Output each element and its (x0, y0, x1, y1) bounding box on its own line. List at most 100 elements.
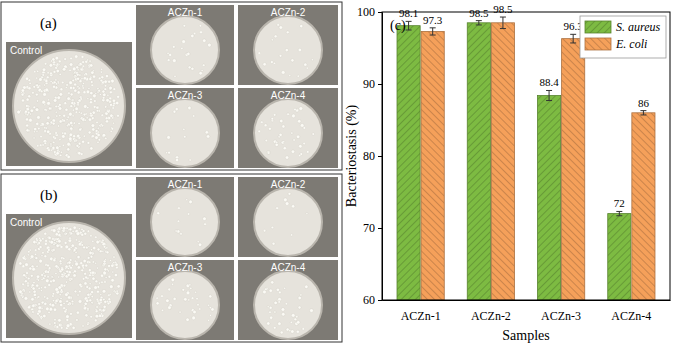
colony (62, 68, 65, 71)
colony (69, 81, 73, 85)
error-bar-line (546, 90, 552, 91)
colony (44, 109, 46, 111)
colony (97, 141, 99, 143)
colony (71, 99, 74, 102)
colony (62, 67, 66, 71)
colony (36, 84, 39, 87)
colony (81, 244, 84, 247)
bar (538, 96, 561, 300)
colony (32, 287, 35, 290)
colony (208, 304, 210, 306)
colony (29, 249, 31, 251)
dish-label: ACZn-4 (271, 262, 306, 273)
colony (306, 151, 309, 154)
colony (291, 313, 295, 317)
colony (58, 107, 62, 111)
colony (51, 249, 54, 252)
error-bar (430, 28, 436, 35)
colony (59, 323, 63, 327)
colony (22, 265, 25, 268)
colony (273, 326, 276, 329)
colony (47, 72, 49, 74)
colony (48, 311, 50, 313)
petri-dish (254, 99, 322, 167)
colony (75, 107, 79, 111)
colony (102, 133, 106, 137)
colony (49, 257, 53, 261)
colony (192, 316, 196, 320)
colony (53, 141, 55, 143)
colony (293, 139, 295, 141)
colony (26, 98, 29, 101)
colony (76, 311, 79, 314)
colony (47, 276, 49, 278)
petri-dish (151, 271, 219, 339)
colony (77, 294, 79, 296)
colony (42, 100, 46, 104)
colony (27, 114, 29, 116)
colony (60, 245, 63, 248)
colony (25, 263, 29, 267)
colony (70, 127, 73, 130)
dish-label: ACZn-3 (168, 90, 203, 101)
colony (299, 107, 303, 111)
colony (49, 307, 53, 311)
photo-tile (238, 5, 338, 85)
colony (82, 277, 85, 280)
colony (86, 246, 89, 249)
colony (34, 253, 36, 255)
colony (74, 55, 78, 59)
colony (77, 266, 80, 269)
colony (79, 290, 82, 293)
colony (52, 292, 54, 294)
colony (109, 285, 113, 289)
colony (291, 59, 294, 62)
colony (84, 74, 86, 76)
colony (81, 269, 84, 272)
colony (290, 234, 292, 236)
colony (90, 81, 93, 84)
colony (112, 107, 115, 110)
colony (38, 303, 41, 306)
colony (32, 304, 35, 307)
colony (311, 59, 313, 61)
colony (36, 122, 39, 125)
error-bar-line (616, 215, 622, 216)
plot-frame (382, 12, 670, 300)
colony (156, 302, 159, 305)
colony (107, 80, 111, 84)
colony (61, 273, 63, 275)
colony (78, 151, 81, 154)
colony (39, 259, 43, 263)
colony (40, 290, 42, 292)
colony (169, 53, 172, 56)
colony (89, 77, 92, 80)
colony (49, 107, 53, 111)
colony (303, 142, 305, 144)
legend-swatch (585, 21, 611, 33)
colony (67, 97, 71, 101)
tick-label: ACZn-2 (471, 309, 511, 323)
colony (178, 207, 181, 210)
colony (76, 144, 79, 147)
tick-label: 90 (363, 77, 375, 91)
colony (190, 287, 192, 289)
x-tick: ACZn-4 (611, 300, 651, 323)
error-bar-line (549, 90, 550, 100)
colony (26, 272, 29, 275)
colony (77, 69, 79, 71)
error-bar-line (430, 35, 436, 36)
colony (53, 322, 56, 325)
colony (106, 251, 109, 254)
colony (92, 277, 95, 280)
colony (107, 302, 110, 305)
colony (53, 308, 56, 311)
colony (96, 267, 98, 269)
colony (100, 123, 102, 125)
colony (17, 110, 21, 114)
colony (82, 67, 84, 69)
colony (87, 323, 89, 325)
colony (28, 87, 31, 90)
error-bar (640, 111, 646, 115)
colony (67, 273, 70, 276)
